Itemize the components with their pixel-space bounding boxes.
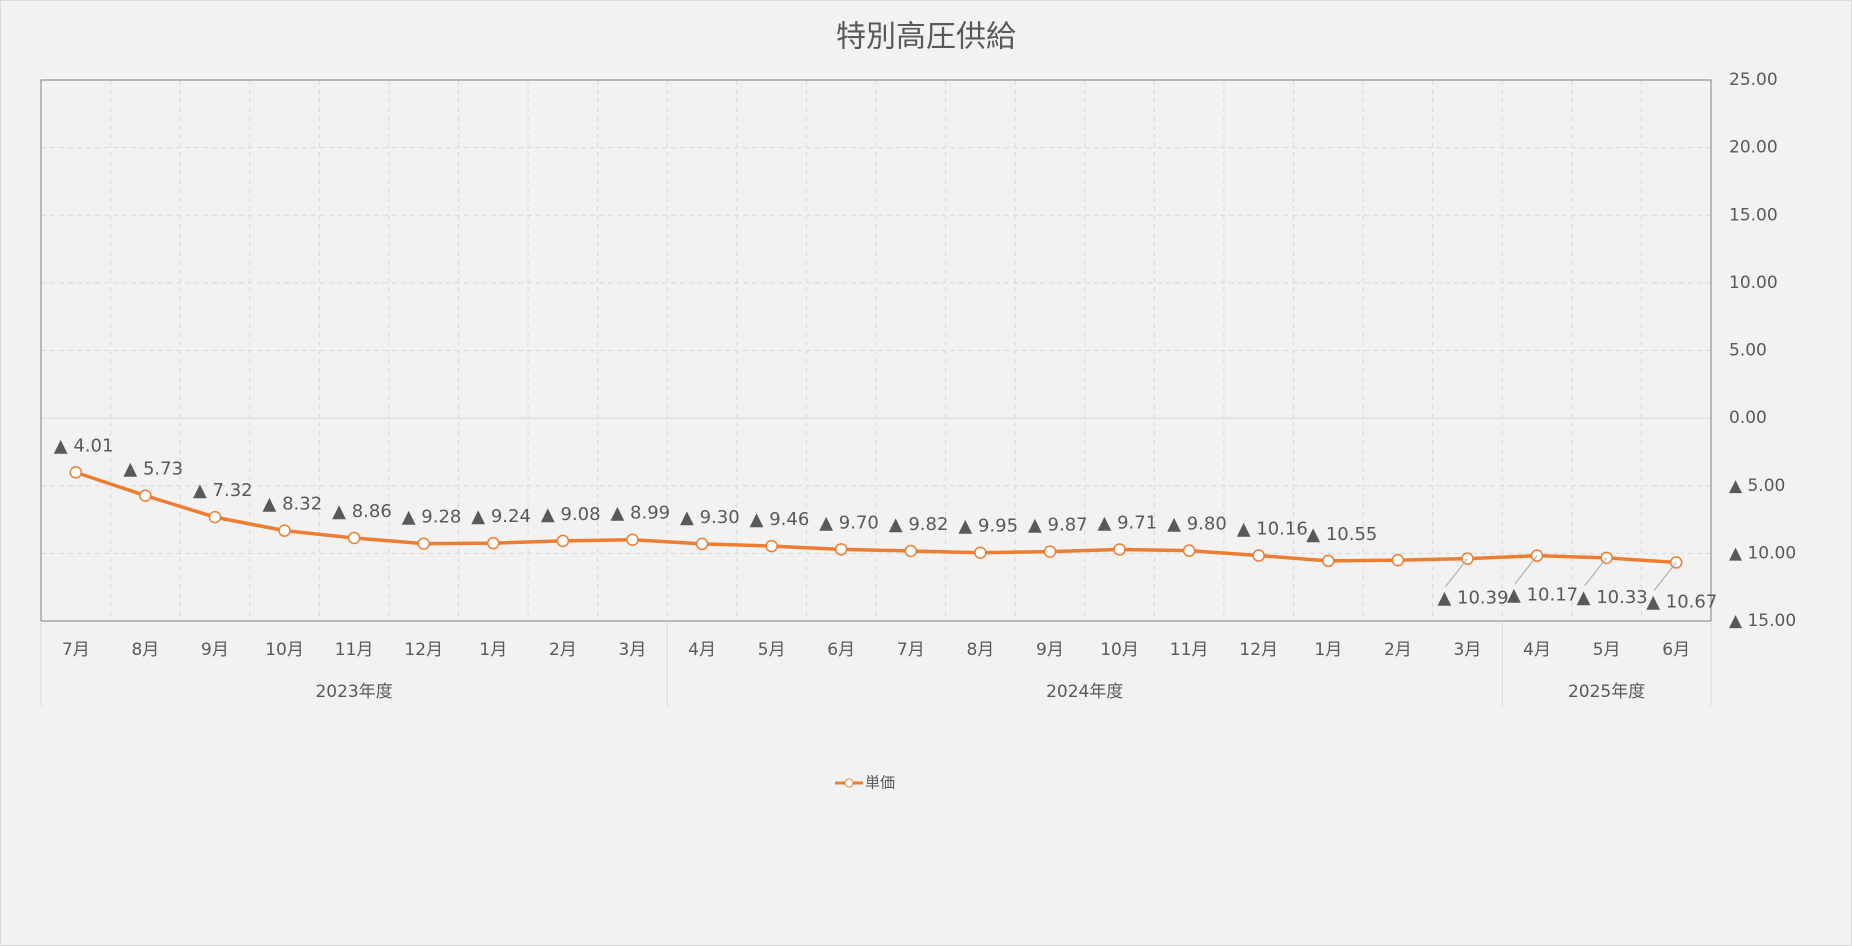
group-label: 2025年度: [1568, 682, 1645, 702]
y-tick-label: 20.00: [1729, 138, 1778, 158]
y-tick-label: 0.00: [1729, 408, 1767, 428]
x-tick-label: 7月: [62, 640, 90, 660]
x-tick-label: 7月: [897, 640, 925, 660]
x-tick-label: 1月: [479, 640, 507, 660]
x-tick-label: 9月: [201, 640, 229, 660]
leader-line: [1514, 555, 1538, 584]
data-label: ▲ 9.71: [1098, 512, 1158, 533]
point-marker: [417, 537, 430, 550]
data-label: ▲ 9.28: [402, 507, 462, 528]
point-marker: [487, 536, 500, 550]
point-marker: [765, 539, 778, 553]
x-tick-label: 9月: [1036, 640, 1064, 660]
x-tick-label: 1月: [1314, 640, 1342, 660]
point-marker: [974, 546, 987, 559]
y-tick-label: 5.00: [1729, 341, 1767, 361]
x-tick-label: 12月: [1239, 640, 1278, 660]
y-tick-label: ▲ 15.00: [1729, 611, 1796, 631]
x-tick-label: 10月: [1100, 640, 1139, 660]
data-label: ▲ 9.80: [1167, 514, 1227, 535]
point-marker: [69, 466, 83, 479]
x-tick-label: 6月: [1662, 640, 1690, 660]
plot-area: [40, 79, 1712, 622]
data-label: ▲ 8.86: [332, 501, 392, 522]
data-label: ▲ 10.55: [1306, 524, 1377, 545]
data-label: ▲ 8.32: [263, 494, 323, 515]
x-tick-label: 4月: [1523, 640, 1551, 660]
point-marker: [1252, 549, 1265, 562]
point-marker: [1391, 553, 1405, 567]
point-marker: [556, 534, 570, 548]
x-tick-label: 10月: [265, 640, 304, 660]
x-tick-label: 11月: [335, 640, 374, 660]
point-marker: [1322, 554, 1335, 568]
leader-line: [1653, 562, 1677, 591]
x-tick-label: 11月: [1170, 640, 1209, 660]
x-tick-label: 3月: [1454, 640, 1482, 660]
x-tick-label: 2月: [549, 640, 577, 660]
series-line: [75, 470, 1677, 565]
y-tick-label: 15.00: [1729, 205, 1778, 225]
group-label: 2024年度: [1046, 682, 1123, 702]
y-tick-label: 25.00: [1729, 70, 1778, 90]
data-label: ▲ 8.99: [610, 503, 670, 524]
data-label: ▲ 10.16: [1237, 519, 1308, 540]
data-label: ▲ 10.67: [1646, 591, 1717, 612]
point-marker: [1043, 545, 1057, 558]
data-label: ▲ 9.08: [541, 504, 601, 525]
point-marker: [1182, 544, 1196, 557]
x-tick-label: 6月: [827, 640, 855, 660]
point-marker: [626, 533, 639, 546]
y-tick-label: 10.00: [1729, 273, 1778, 293]
data-label: ▲ 9.24: [471, 506, 531, 527]
point-marker: [695, 537, 709, 551]
data-label: ▲ 10.39: [1437, 588, 1508, 609]
data-label: ▲ 9.82: [889, 514, 949, 535]
point-marker: [278, 524, 291, 537]
x-tick-label: 4月: [688, 640, 716, 660]
data-label: ▲ 9.70: [819, 512, 879, 533]
x-tick-label: 12月: [404, 640, 443, 660]
data-label: ▲ 9.87: [1028, 515, 1088, 536]
data-label: ▲ 10.17: [1507, 585, 1578, 606]
point-marker: [834, 543, 848, 556]
point-marker: [208, 510, 222, 524]
legend-label: 単価: [865, 774, 895, 792]
x-tick-label: 5月: [1593, 640, 1621, 660]
data-label: ▲ 7.32: [193, 480, 253, 501]
data-label: ▲ 10.33: [1577, 587, 1648, 608]
x-tick-label: 8月: [131, 640, 159, 660]
x-tick-label: 3月: [619, 640, 647, 660]
legend-marker: [844, 778, 854, 788]
data-label: ▲ 9.46: [750, 509, 810, 530]
x-tick-label: 2月: [1384, 640, 1412, 660]
point-marker: [347, 531, 361, 545]
y-tick-label: ▲ 10.00: [1729, 543, 1796, 563]
point-marker: [1113, 543, 1126, 556]
point-marker: [904, 544, 918, 558]
y-tick-label: ▲ 5.00: [1729, 476, 1785, 496]
x-tick-label: 8月: [966, 640, 994, 660]
point-marker: [139, 489, 152, 502]
leader-line: [1445, 558, 1468, 587]
x-tick-label: 5月: [758, 640, 786, 660]
leader-line: [1584, 557, 1608, 587]
chart-title: 特別高圧供給: [836, 20, 1016, 55]
data-label: ▲ 4.01: [54, 435, 114, 456]
group-label: 2023年度: [315, 682, 392, 702]
data-label: ▲ 9.95: [958, 516, 1018, 537]
data-label: ▲ 5.73: [123, 459, 183, 480]
data-label: ▲ 9.30: [680, 507, 740, 528]
